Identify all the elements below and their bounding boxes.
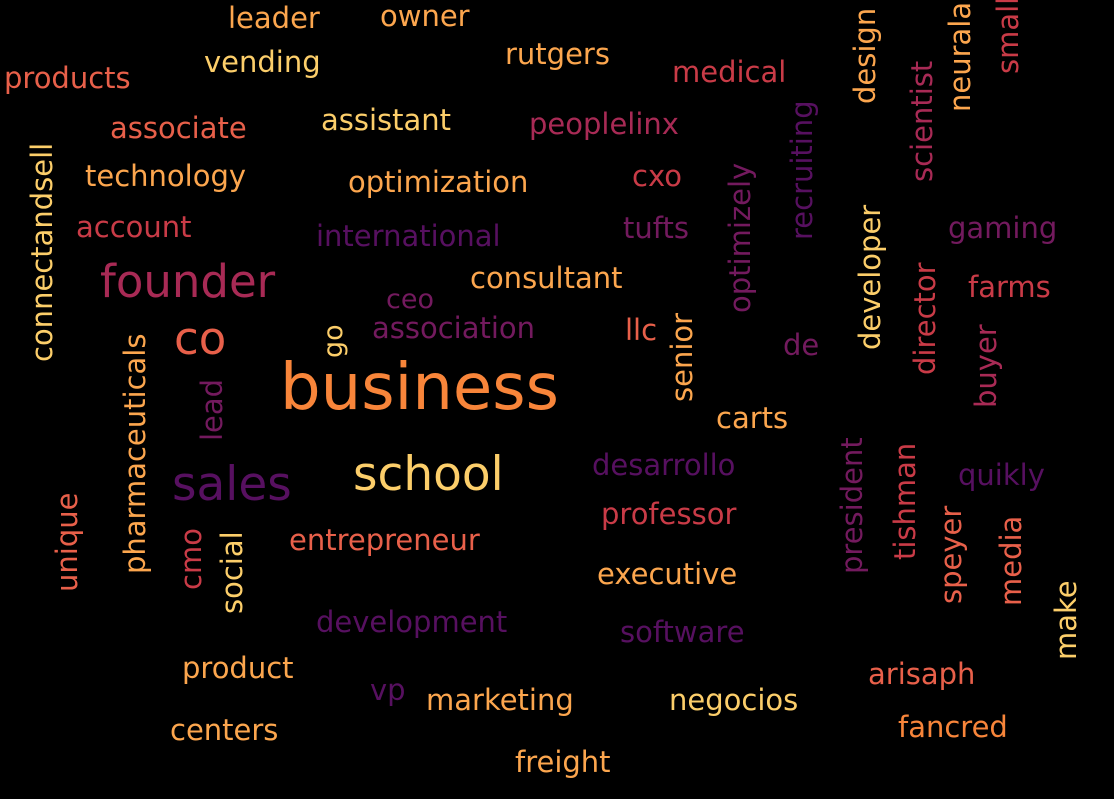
word-sales: sales <box>172 457 292 512</box>
word-medical: medical <box>672 55 787 89</box>
word-farms: farms <box>968 270 1051 304</box>
word-connectandsell: connectandsell <box>25 142 59 362</box>
word-peoplelinx: peoplelinx <box>529 107 679 141</box>
word-vending: vending <box>204 45 321 79</box>
word-consultant: consultant <box>470 261 623 295</box>
word-optimizely: optimizely <box>723 162 757 313</box>
word-tufts: tufts <box>623 211 689 245</box>
word-rutgers: rutgers <box>505 37 610 71</box>
word-social: social <box>215 531 249 614</box>
word-design: design <box>848 7 882 104</box>
word-professor: professor <box>601 497 737 531</box>
word-developer: developer <box>853 204 887 350</box>
word-executive: executive <box>597 557 738 591</box>
word-small: small <box>991 0 1025 74</box>
word-optimization: optimization <box>348 165 529 199</box>
word-arisaph: arisaph <box>868 657 976 691</box>
word-vp: vp <box>370 673 406 707</box>
word-technology: technology <box>85 159 247 193</box>
word-carts: carts <box>716 401 789 435</box>
word-development: development <box>316 605 508 639</box>
word-tishman: tishman <box>888 442 922 560</box>
word-assistant: assistant <box>321 103 452 137</box>
word-make: make <box>1049 580 1083 660</box>
word-senior: senior <box>665 312 699 402</box>
word-lead: lead <box>195 378 229 441</box>
word-speyer: speyer <box>934 505 968 604</box>
word-centers: centers <box>170 713 279 747</box>
word-neurala: neurala <box>943 1 977 112</box>
word-associate: associate <box>110 111 247 145</box>
word-ceo: ceo <box>386 284 434 315</box>
word-freight: freight <box>515 745 611 779</box>
word-go: go <box>318 324 349 358</box>
word-association: association <box>372 311 536 345</box>
word-cxo: cxo <box>632 159 682 193</box>
word-leader: leader <box>228 1 320 35</box>
word-co: co <box>174 312 227 365</box>
word-unique: unique <box>50 492 84 592</box>
word-school: school <box>353 447 504 502</box>
word-de: de <box>783 328 820 362</box>
word-fancred: fancred <box>898 710 1008 744</box>
word-media: media <box>994 515 1028 606</box>
word-business: business <box>280 351 559 425</box>
word-recruiting: recruiting <box>785 100 819 240</box>
word-account: account <box>76 210 192 244</box>
word-llc: llc <box>625 313 658 347</box>
word-director: director <box>908 262 942 375</box>
word-software: software <box>620 615 745 649</box>
word-desarrollo: desarrollo <box>592 448 736 482</box>
word-entrepreneur: entrepreneur <box>289 523 480 557</box>
word-quikly: quikly <box>958 458 1045 492</box>
word-products: products <box>4 61 131 95</box>
word-product: product <box>182 651 294 685</box>
word-buyer: buyer <box>969 324 1003 408</box>
word-gaming: gaming <box>948 211 1058 245</box>
word-negocios: negocios <box>669 683 799 717</box>
word-pharmaceuticals: pharmaceuticals <box>118 333 152 574</box>
word-president: president <box>835 437 869 574</box>
word-scientist: scientist <box>905 60 939 182</box>
word-owner: owner <box>380 0 470 33</box>
word-cmo: cmo <box>174 528 208 590</box>
word-international: international <box>316 219 501 253</box>
word-founder: founder <box>100 255 276 308</box>
word-marketing: marketing <box>426 683 574 717</box>
